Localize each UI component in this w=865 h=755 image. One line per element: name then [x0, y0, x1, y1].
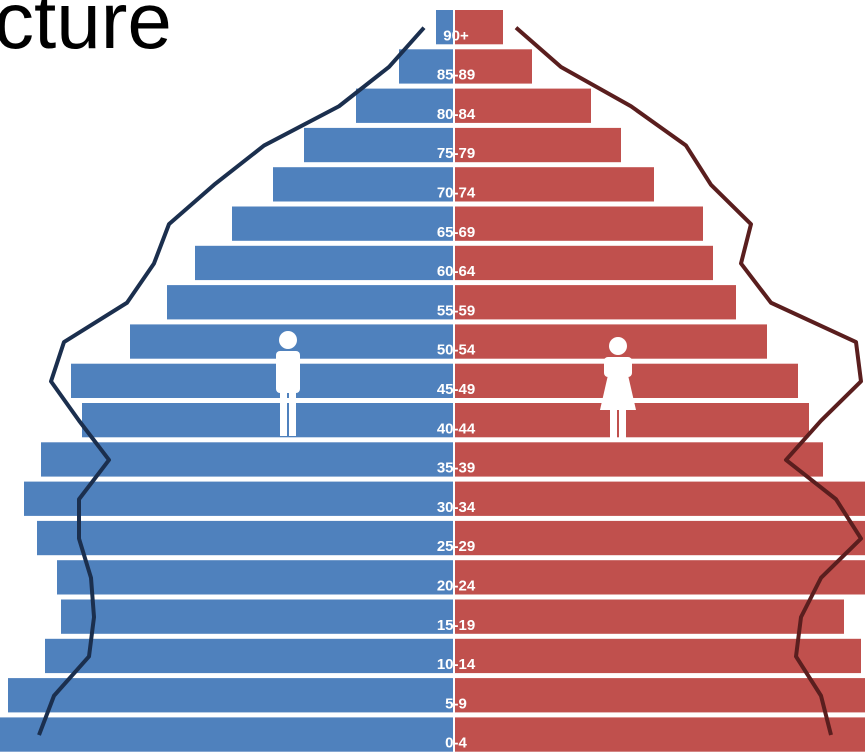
bar [455, 49, 532, 84]
chart-title: cture [0, 0, 172, 65]
bar [61, 599, 453, 634]
bar [455, 717, 865, 752]
age-label: 55-59 [437, 302, 475, 319]
age-label: 40-44 [437, 420, 476, 437]
age-label: 80-84 [437, 106, 476, 123]
age-label: 10-14 [437, 656, 476, 673]
bars [0, 10, 865, 752]
age-label: 5-9 [445, 695, 467, 712]
bar [455, 88, 591, 123]
male-icon [276, 331, 300, 436]
female-icon [600, 337, 636, 440]
bar [399, 49, 453, 84]
age-label: 50-54 [437, 342, 476, 359]
bar [273, 167, 453, 202]
bar [37, 520, 453, 556]
age-label: 60-64 [437, 263, 476, 280]
bar [71, 363, 453, 398]
bar [455, 442, 823, 477]
bar [8, 678, 453, 713]
bar [436, 10, 453, 45]
bar [195, 245, 453, 281]
bar [455, 245, 713, 281]
age-label: 25-29 [437, 538, 475, 555]
labels: 0-4 5-9 10-14 15-19 20-24 25-29 30-34 35-39 40-4… [437, 27, 476, 751]
bar [232, 206, 453, 241]
bar [24, 481, 453, 516]
age-label: 0-4 [445, 735, 467, 752]
bar [167, 285, 453, 320]
comparison-line [514, 26, 863, 736]
comparison-line [37, 26, 426, 736]
bar [455, 520, 865, 556]
bar [455, 127, 621, 163]
bar [455, 599, 844, 634]
bar [455, 638, 861, 674]
bar [45, 638, 453, 674]
age-label: 45-49 [437, 381, 475, 398]
age-label: 70-74 [437, 185, 476, 202]
bar [455, 285, 736, 320]
bar [41, 442, 453, 477]
age-label: 35-39 [437, 460, 475, 477]
bar [455, 167, 654, 202]
age-label: 65-69 [437, 224, 475, 241]
age-label: 15-19 [437, 617, 475, 634]
bar [356, 88, 453, 123]
bar [455, 206, 703, 241]
bar [455, 560, 865, 595]
age-label: 20-24 [437, 578, 476, 595]
age-label: 30-34 [437, 499, 476, 516]
bar [57, 560, 453, 595]
age-label: 85-89 [437, 67, 475, 84]
bar [455, 10, 503, 45]
lines [37, 26, 863, 736]
age-label: 75-79 [437, 145, 475, 162]
bar [82, 403, 453, 438]
bar [455, 481, 865, 516]
bar [0, 717, 453, 752]
bar [455, 678, 865, 713]
bar [304, 127, 453, 163]
age-label: 90+ [443, 27, 469, 44]
